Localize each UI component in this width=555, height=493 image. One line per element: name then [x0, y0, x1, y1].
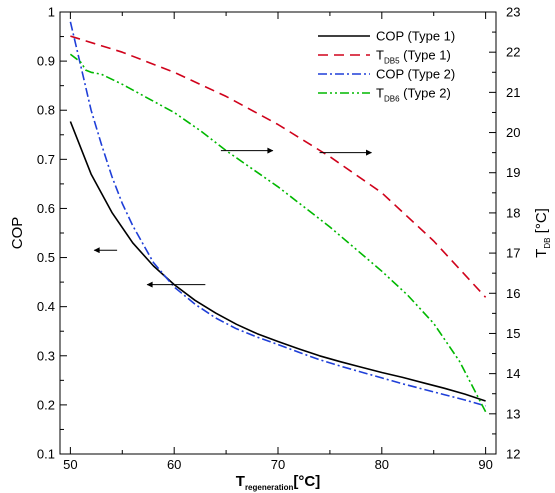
- y-right-tick-label: 13: [506, 406, 520, 421]
- legend: COP (Type 1)TDB5 (Type 1)COP (Type 2)TDB…: [318, 29, 455, 104]
- series-group: [69, 21, 487, 413]
- ticks-group: 50 60 70 80 90 0.1 0.2 0.3 0.4 0.5 0.6 0.7 0.8 0.9 1 12…: [37, 5, 521, 473]
- y-left-tick-label: 0.8: [37, 103, 55, 118]
- x-axis-title: Tregeneration[°C]: [236, 473, 320, 492]
- y-right-tick-label: 15: [506, 326, 520, 341]
- y-left-tick-label: 0.1: [37, 447, 55, 462]
- y-left-tick-label: 0.2: [37, 397, 55, 412]
- legend-label-main: COP (Type 1): [376, 29, 455, 44]
- legend-label-tail: (Type 2): [400, 86, 451, 101]
- series-line-4: [69, 53, 487, 413]
- series-line-3: [69, 21, 486, 407]
- annotations-group: [93, 147, 373, 288]
- y-left-tick-label: 0.4: [37, 299, 55, 314]
- y-right-tick-label: 12: [506, 447, 520, 462]
- y-right-tick-label: 23: [506, 5, 520, 20]
- x-axis-title-main: T: [236, 473, 245, 490]
- y-left-tick-label: 0.5: [37, 250, 55, 265]
- y-right-tick-label: 14: [506, 366, 520, 381]
- legend-label-main: T: [376, 86, 384, 101]
- y-right-tick-label: 18: [506, 205, 520, 220]
- legend-label-main: T: [376, 48, 384, 63]
- x-tick-label: 60: [167, 457, 181, 472]
- x-axis-title-unit: [°C]: [293, 473, 320, 490]
- y-left-tick-label: 0.7: [37, 152, 55, 167]
- x-tick-label: 90: [478, 457, 492, 472]
- y-right-axis-title-main: T: [533, 249, 550, 258]
- legend-label-sub: DB5: [384, 57, 400, 66]
- legend-label-main: COP (Type 2): [376, 67, 455, 82]
- series-line-2: [70, 35, 487, 298]
- y-right-tick-label: 17: [506, 246, 520, 261]
- series-line-1: [69, 121, 486, 402]
- legend-label-sub: DB6: [384, 95, 400, 104]
- y-left-axis-title: COP: [9, 217, 26, 250]
- y-right-axis-title-unit: [°C]: [533, 208, 550, 237]
- y-right-tick-label: 21: [506, 85, 520, 100]
- legend-label-3: COP (Type 2): [376, 67, 455, 82]
- legend-label-2: TDB5 (Type 1): [376, 48, 451, 66]
- x-tick-label: 50: [63, 457, 77, 472]
- y-right-tick-label: 19: [506, 165, 520, 180]
- legend-label-tail: (Type 1): [400, 48, 451, 63]
- y-left-tick-label: 1: [48, 5, 55, 20]
- legend-label-1: COP (Type 1): [376, 29, 455, 44]
- y-right-axis-title-sub: DB: [543, 238, 552, 249]
- x-tick-label: 70: [271, 457, 285, 472]
- x-axis-title-sub: regeneration: [245, 483, 294, 492]
- y-right-axis-title: TDB [°C]: [533, 208, 552, 258]
- y-right-tick-label: 22: [506, 45, 520, 60]
- y-left-tick-label: 0.6: [37, 201, 55, 216]
- y-left-tick-label: 0.9: [37, 54, 55, 69]
- x-tick-label: 80: [375, 457, 389, 472]
- y-right-tick-label: 20: [506, 125, 520, 140]
- y-left-tick-label: 0.3: [37, 348, 55, 363]
- legend-label-4: TDB6 (Type 2): [376, 86, 451, 104]
- y-right-tick-label: 16: [506, 286, 520, 301]
